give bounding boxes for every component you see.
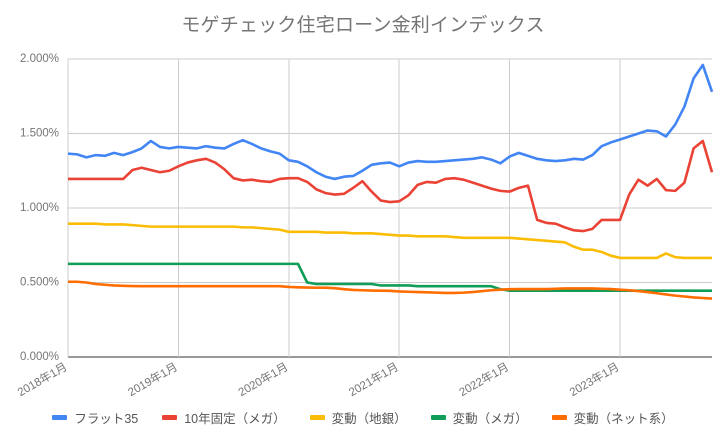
series-line xyxy=(68,262,712,292)
legend-swatch-icon xyxy=(52,415,68,420)
data-series-lines xyxy=(67,63,714,300)
legend-swatch-icon xyxy=(309,415,325,420)
legend-item[interactable]: 変動（メガ） xyxy=(430,408,528,427)
chart-title: モゲチェック住宅ローン金利インデックス xyxy=(181,15,545,36)
legend-swatch-icon xyxy=(430,415,446,420)
horizontal-gridlines xyxy=(68,58,712,358)
vertical-gridlines xyxy=(67,59,621,357)
x-axis-tick-label: 2021年1月 xyxy=(346,359,401,399)
series-line xyxy=(68,280,713,300)
y-axis-tick-label: 1.500% xyxy=(20,128,59,140)
legend-item[interactable]: 変動（地銀） xyxy=(309,408,407,427)
x-axis-tick-label: 2022年1月 xyxy=(456,359,511,399)
legend-swatch-icon xyxy=(162,415,178,420)
legend-item-label: 変動（ネット系） xyxy=(573,412,674,426)
x-axis-tick-label: 2020年1月 xyxy=(236,359,291,399)
legend-item-label: 10年固定（メガ） xyxy=(184,412,286,426)
series-line xyxy=(67,63,714,181)
y-axis-tick-label: 0.500% xyxy=(20,277,59,289)
legend-item-label: フラット35 xyxy=(74,412,139,426)
x-axis-tick-label: 2023年1月 xyxy=(567,359,622,399)
y-axis-tick-labels: 0.000% 0.500% 1.000% 1.500% 2.000% xyxy=(20,53,59,363)
x-axis-tick-labels: 2018年1月 2019年1月 2020年1月 2021年1月 2022年1月 2023年… xyxy=(15,359,622,399)
y-axis-tick-label: 2.000% xyxy=(20,53,59,65)
legend-item[interactable]: 変動（ネット系） xyxy=(551,408,674,427)
x-axis-tick-label: 2018年1月 xyxy=(15,359,70,399)
x-axis-tick-label: 2019年1月 xyxy=(125,359,180,399)
series-line xyxy=(68,139,714,233)
series-line xyxy=(68,222,712,260)
legend-item-label: 変動（地銀） xyxy=(331,412,407,426)
legend-swatch-icon xyxy=(551,415,567,420)
legend-item[interactable]: 10年固定（メガ） xyxy=(162,408,286,427)
legend-item-label: 変動（メガ） xyxy=(452,412,528,426)
y-axis-tick-label: 0.000% xyxy=(20,351,59,363)
legend-item[interactable]: フラット35 xyxy=(52,408,138,427)
chart-legend: フラット35 10年固定（メガ） 変動（地銀） 変動（メガ） 変動（ネット系） xyxy=(0,408,726,427)
y-axis-tick-label: 1.000% xyxy=(20,202,59,214)
